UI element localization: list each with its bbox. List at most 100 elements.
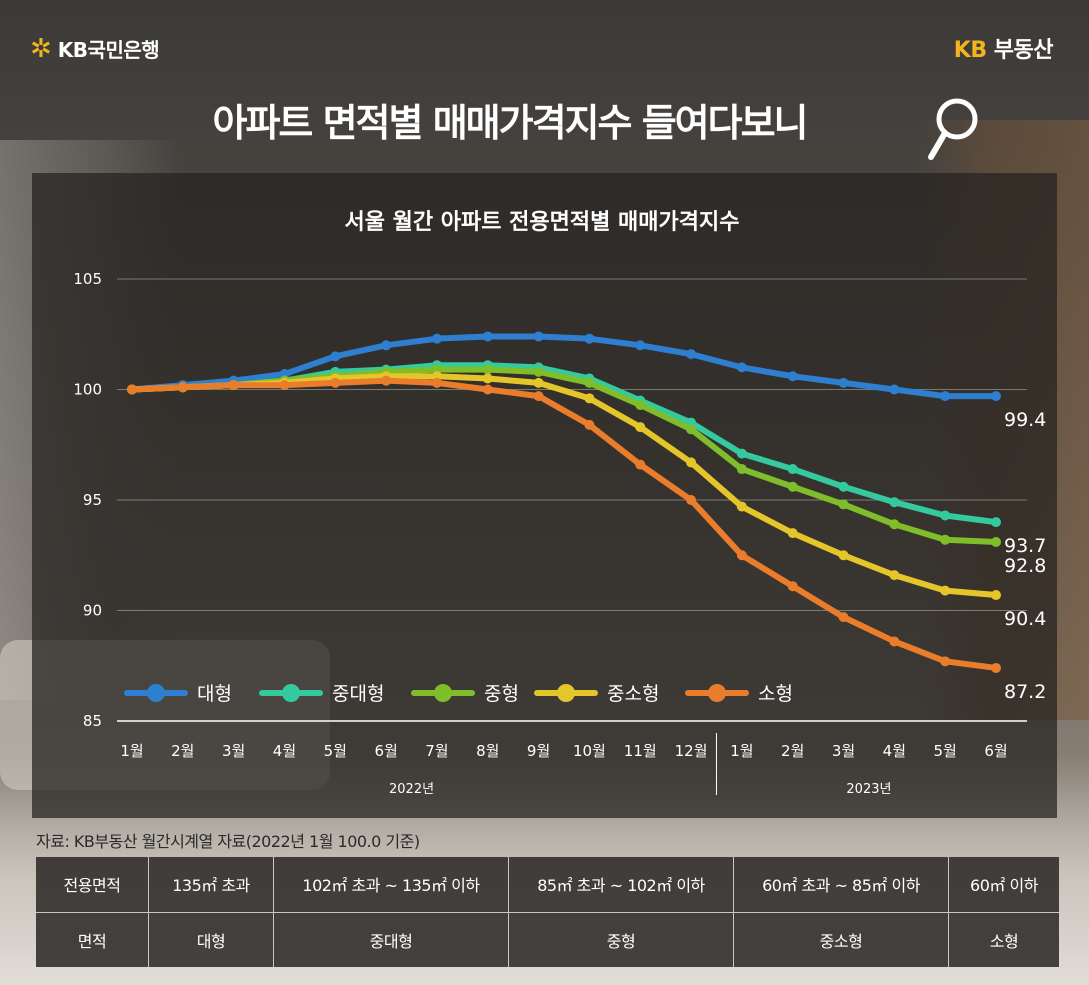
x-tick-label: 8월 bbox=[476, 742, 499, 760]
data-point bbox=[889, 519, 900, 530]
data-point bbox=[736, 464, 747, 475]
data-point bbox=[787, 371, 798, 382]
magnifier-icon bbox=[928, 98, 978, 160]
data-point bbox=[584, 419, 595, 430]
data-point bbox=[533, 366, 544, 377]
data-point bbox=[736, 448, 747, 459]
table-cell: 102㎡ 초과 ~ 135㎡ 이하 bbox=[273, 857, 509, 913]
x-tick-label: 2월 bbox=[781, 742, 804, 760]
data-point bbox=[686, 424, 697, 435]
data-point bbox=[940, 391, 951, 402]
x-tick-label: 12월 bbox=[675, 742, 708, 760]
legend-swatch-dot bbox=[147, 684, 165, 702]
legend-label: 중형 bbox=[484, 683, 519, 705]
data-point bbox=[533, 377, 544, 388]
table-cell: 중소형 bbox=[733, 912, 949, 967]
data-point bbox=[838, 550, 849, 561]
chart-legend: 대형 중대형 중형 중소형 소형 bbox=[124, 683, 793, 705]
x-tick-label: 3월 bbox=[222, 742, 245, 760]
data-point bbox=[533, 331, 544, 342]
series-line bbox=[129, 377, 999, 671]
data-point bbox=[584, 333, 595, 344]
table-row: 전용면적 135㎡ 초과 102㎡ 초과 ~ 135㎡ 이하 85㎡ 초과 ~ … bbox=[36, 857, 1059, 913]
x-tick-label: 1월 bbox=[730, 742, 753, 760]
legend-label: 소형 bbox=[758, 683, 793, 705]
data-point bbox=[991, 662, 1001, 673]
end-value-label: 92.8 bbox=[1004, 555, 1046, 577]
data-point bbox=[228, 380, 239, 391]
data-point bbox=[991, 590, 1001, 601]
data-point bbox=[940, 534, 951, 545]
data-point bbox=[838, 377, 849, 388]
data-point bbox=[991, 391, 1001, 402]
data-point bbox=[787, 528, 798, 539]
legend-label: 대형 bbox=[197, 683, 232, 705]
chart-title: 서울 월간 아파트 전용면적별 매매가격지수 bbox=[345, 210, 740, 235]
chart-panel: 서울 월간 아파트 전용면적별 매매가격지수 85 90 95 100 105 99.4… bbox=[32, 173, 1057, 818]
data-point bbox=[889, 570, 900, 581]
size-category-table: 전용면적 135㎡ 초과 102㎡ 초과 ~ 135㎡ 이하 85㎡ 초과 ~ … bbox=[36, 857, 1059, 967]
data-point bbox=[482, 331, 493, 342]
data-point bbox=[584, 377, 595, 388]
data-point bbox=[889, 384, 900, 395]
data-point bbox=[686, 457, 697, 468]
x-tick-label: 10월 bbox=[573, 742, 606, 760]
data-point bbox=[635, 422, 646, 433]
table-cell: 중형 bbox=[508, 912, 734, 967]
end-value-label: 93.7 bbox=[1004, 535, 1046, 557]
x-tick-label: 11월 bbox=[624, 742, 657, 760]
data-point bbox=[584, 393, 595, 404]
data-point bbox=[381, 340, 392, 351]
legend-label: 중소형 bbox=[607, 683, 659, 705]
data-point bbox=[635, 399, 646, 410]
data-point bbox=[838, 481, 849, 492]
x-tick-label: 6월 bbox=[374, 742, 397, 760]
brand-name: 부동산 bbox=[993, 38, 1054, 63]
table-row: 면적 대형 중대형 중형 중소형 소형 bbox=[36, 912, 1059, 967]
series-line bbox=[129, 366, 999, 545]
series-line bbox=[129, 333, 999, 400]
data-point bbox=[736, 362, 747, 373]
y-tick-label: 100 bbox=[73, 381, 102, 399]
year-group-label: 2023년 bbox=[846, 782, 891, 797]
table-cell: 면적 bbox=[77, 931, 107, 951]
x-tick-label: 7월 bbox=[425, 742, 448, 760]
line-chart: 서울 월간 아파트 전용면적별 매매가격지수 85 90 95 100 105 99.4… bbox=[73, 210, 1046, 797]
data-point bbox=[177, 382, 188, 393]
brand-prefix: KB bbox=[953, 38, 987, 63]
table-cell: 중대형 bbox=[273, 912, 509, 967]
data-point bbox=[736, 550, 747, 561]
chart-grid: 85 90 95 100 105 bbox=[73, 270, 1027, 730]
table-cell: 60㎡ 초과 ~ 85㎡ 이하 bbox=[733, 857, 949, 913]
data-point bbox=[127, 384, 137, 395]
data-point bbox=[838, 499, 849, 510]
table-cell: 60㎡ 이하 bbox=[948, 857, 1059, 913]
main-title: 아파트 면적별 매매가격지수 들여다보니 bbox=[212, 101, 808, 145]
data-point bbox=[787, 481, 798, 492]
kb-real-estate-brand: KB 부동산 bbox=[953, 32, 1054, 64]
table-cell: 85㎡ 초과 ~ 102㎡ 이하 bbox=[508, 857, 734, 913]
x-tick-label: 4월 bbox=[883, 742, 906, 760]
data-point bbox=[889, 636, 900, 647]
x-tick-label: 5월 bbox=[934, 742, 957, 760]
data-point bbox=[991, 536, 1001, 547]
y-tick-label: 90 bbox=[83, 602, 102, 620]
data-point bbox=[686, 349, 697, 360]
x-tick-label: 6월 bbox=[984, 742, 1007, 760]
x-tick-label: 1월 bbox=[120, 742, 143, 760]
data-point bbox=[686, 495, 697, 505]
data-point bbox=[940, 585, 951, 596]
data-point bbox=[635, 459, 646, 470]
x-axis: 1월 2월 3월 4월 5월 6월 7월 8월 9월 10월 11월 12월 1월 2월 3월 4월 5월 6월 2… bbox=[120, 733, 1008, 797]
source-note: 자료: KB부동산 월간시계열 자료(2022년 1월 100.0 기준) bbox=[36, 832, 420, 851]
data-point bbox=[787, 464, 798, 475]
table-cell: 대형 bbox=[148, 912, 274, 967]
legend-swatch-dot bbox=[282, 684, 300, 702]
data-point bbox=[940, 656, 951, 667]
data-point bbox=[991, 517, 1001, 528]
data-point bbox=[635, 340, 646, 351]
data-point bbox=[330, 351, 341, 362]
data-point bbox=[940, 510, 951, 521]
data-point bbox=[838, 612, 849, 623]
legend-label: 중대형 bbox=[332, 683, 384, 705]
